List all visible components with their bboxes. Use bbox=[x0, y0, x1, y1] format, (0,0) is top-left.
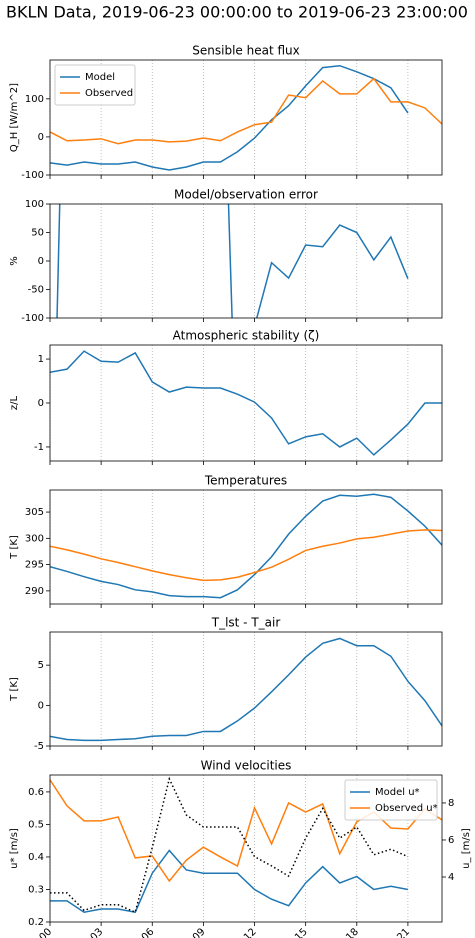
y2-tick-label: 4 bbox=[448, 872, 454, 883]
y2-tick-label: 8 bbox=[448, 798, 454, 809]
y-tick-label: 100 bbox=[25, 199, 44, 210]
series-line bbox=[50, 350, 442, 456]
x-tick-label: 06-23 18 bbox=[321, 926, 361, 938]
y-axis-label: % bbox=[9, 256, 20, 266]
y-tick-label: -100 bbox=[21, 313, 44, 324]
legend-box bbox=[344, 779, 438, 821]
y-tick-label: 0.5 bbox=[28, 819, 44, 830]
y-tick-label: 0 bbox=[38, 132, 44, 143]
series-line bbox=[50, 529, 442, 582]
plot-frame bbox=[49, 203, 443, 319]
y-tick-label: 100 bbox=[25, 94, 44, 105]
y-tick-label: 5 bbox=[38, 660, 44, 671]
y-tick-label: -50 bbox=[28, 285, 44, 296]
y-tick-label: 0.4 bbox=[28, 852, 44, 863]
x-tick-label: 06-23 09 bbox=[168, 926, 208, 938]
panel-title: Model/observation error bbox=[174, 188, 318, 202]
panel-title: Sensible heat flux bbox=[192, 44, 299, 58]
plot-frame bbox=[49, 344, 443, 462]
y-tick-label: 0.3 bbox=[28, 884, 44, 895]
y-axis-label: T [K] bbox=[9, 677, 20, 702]
panel-title: Atmospheric stability (ζ) bbox=[173, 329, 320, 343]
y-tick-label: 0.6 bbox=[28, 787, 44, 798]
y2-tick-label: 6 bbox=[448, 835, 454, 846]
x-tick-label: 06-23 00 bbox=[15, 926, 55, 938]
panel-title: T_lst - T_air bbox=[211, 616, 281, 630]
y-tick-label: 1 bbox=[38, 354, 44, 365]
x-tick-label: 06-23 15 bbox=[270, 926, 310, 938]
x-tick-label: 06-23 06 bbox=[117, 926, 157, 938]
x-tick-label: 06-23 12 bbox=[219, 926, 259, 938]
series-line bbox=[50, 77, 442, 145]
y-tick-label: 300 bbox=[25, 533, 44, 544]
y-tick-label: 0.2 bbox=[28, 917, 44, 928]
y-tick-label: -5 bbox=[34, 741, 44, 752]
legend-box bbox=[54, 64, 136, 106]
y-tick-label: 295 bbox=[25, 560, 44, 571]
series-line bbox=[56, 204, 409, 318]
y-axis-label: T [K] bbox=[9, 535, 20, 560]
series-line bbox=[50, 64, 409, 171]
y-tick-label: -1 bbox=[34, 442, 44, 453]
x-tick-label: 06-23 03 bbox=[66, 926, 106, 938]
y2-axis-label: u_ [m/s] bbox=[461, 828, 472, 869]
y-tick-label: 0 bbox=[38, 701, 44, 712]
legend-label: Observed bbox=[85, 88, 133, 99]
y-tick-label: 0 bbox=[38, 398, 44, 409]
y-tick-label: 0 bbox=[38, 256, 44, 267]
series-line bbox=[50, 776, 409, 914]
plot-frame bbox=[49, 489, 443, 605]
plot-frame bbox=[49, 631, 443, 747]
legend-label: Observed u* bbox=[375, 803, 438, 814]
panel-title: Temperatures bbox=[204, 474, 287, 488]
y-axis-label: u* [m/s] bbox=[9, 828, 20, 869]
legend-label: Model bbox=[85, 72, 115, 83]
y-tick-label: 290 bbox=[25, 586, 44, 597]
y-axis-label: z/L bbox=[9, 395, 20, 410]
x-tick-label: 06-23 21 bbox=[373, 926, 413, 938]
y-tick-label: -100 bbox=[21, 170, 44, 181]
figure-title: BKLN Data, 2019-06-23 00:00:00 to 2019-0… bbox=[6, 3, 468, 22]
series-line bbox=[50, 637, 442, 742]
legend-label: Model u* bbox=[375, 787, 420, 798]
y-tick-label: 50 bbox=[31, 228, 44, 239]
y-tick-label: 305 bbox=[25, 507, 44, 518]
panel-title: Wind velocities bbox=[201, 759, 292, 773]
y-axis-label: Q_H [W/m^2] bbox=[9, 83, 20, 152]
plot-frame bbox=[49, 774, 443, 923]
series-line bbox=[50, 849, 409, 914]
plot-frame bbox=[49, 59, 443, 176]
series-line bbox=[50, 493, 442, 599]
